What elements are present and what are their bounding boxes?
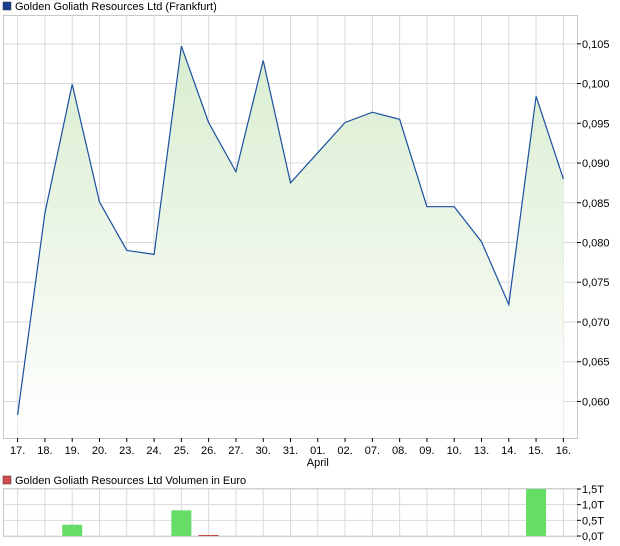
price-y-tick-label: 0,070 (582, 317, 610, 329)
price-area-fill (17, 46, 564, 438)
volume-y-tick-label: 1,0T (582, 500, 604, 512)
price-x-tick-label: 10. (447, 445, 462, 457)
price-y-tick-label: 0,095 (582, 118, 610, 130)
price-y-tick-label: 0,085 (582, 198, 610, 210)
volume-grid (4, 488, 577, 537)
volume-y-axis: 0,0T 0,5T 1,0T 1,5T (577, 484, 604, 543)
price-x-tick-label: 24. (146, 445, 161, 457)
volume-y-tick-label: 0,0T (582, 531, 604, 543)
price-y-tick-label: 0,075 (582, 277, 610, 289)
price-x-tick-label: 14. (501, 445, 516, 457)
price-y-tick-label: 0,065 (582, 357, 610, 369)
price-legend-swatch (2, 1, 12, 11)
price-x-tick-label: 17. (10, 445, 25, 457)
price-legend-label: Golden Goliath Resources Ltd (Frankfurt) (15, 1, 217, 13)
price-x-tick-label: 18. (37, 445, 52, 457)
price-x-tick-label: 30. (256, 445, 271, 457)
price-line (17, 45, 564, 416)
x-month-label: April (307, 457, 329, 469)
price-x-tick-label: 26. (201, 445, 216, 457)
price-x-tick-label: 23. (119, 445, 134, 457)
price-x-tick-label: 13. (474, 445, 489, 457)
price-y-tick-label: 0,105 (582, 39, 610, 51)
price-x-tick-label: 27. (228, 445, 243, 457)
price-y-tick-label: 0,090 (582, 158, 610, 170)
price-x-tick-label: 16. (556, 445, 571, 457)
volume-bar (526, 489, 547, 536)
volume-bar (198, 535, 219, 536)
price-series-line (17, 45, 564, 416)
price-x-tick-label: 02. (337, 445, 352, 457)
price-y-axis: 0,060 0,065 0,070 0,075 0,080 0,085 0,090 0,095… (577, 39, 610, 408)
price-y-tick-label: 0,080 (582, 237, 610, 249)
price-y-tick-label: 0,060 (582, 396, 610, 408)
price-y-tick-label: 0,100 (582, 79, 610, 91)
volume-bar (171, 510, 192, 536)
volume-y-tick-label: 1,5T (582, 484, 604, 496)
volume-bar (62, 524, 83, 536)
price-x-tick-label: 15. (528, 445, 543, 457)
price-x-tick-label: 19. (65, 445, 80, 457)
volume-legend-label: Golden Goliath Resources Ltd Volumen in … (15, 475, 246, 487)
price-x-axis: 17. 18. 19. 20. 23. 24. 25. 26. 27. 30. 31. 01. 02. 0… (10, 438, 571, 457)
volume-bars (62, 489, 547, 536)
price-x-tick-label: 09. (419, 445, 434, 457)
price-x-tick-label: 20. (92, 445, 107, 457)
price-x-tick-label: 31. (283, 445, 298, 457)
volume-y-tick-label: 0,5T (582, 515, 604, 527)
price-area (17, 46, 564, 438)
price-x-tick-label: 25. (174, 445, 189, 457)
price-x-tick-label: 01. (310, 445, 325, 457)
volume-legend-swatch (2, 475, 12, 485)
price-x-tick-label: 08. (392, 445, 407, 457)
price-x-tick-label: 07. (365, 445, 380, 457)
